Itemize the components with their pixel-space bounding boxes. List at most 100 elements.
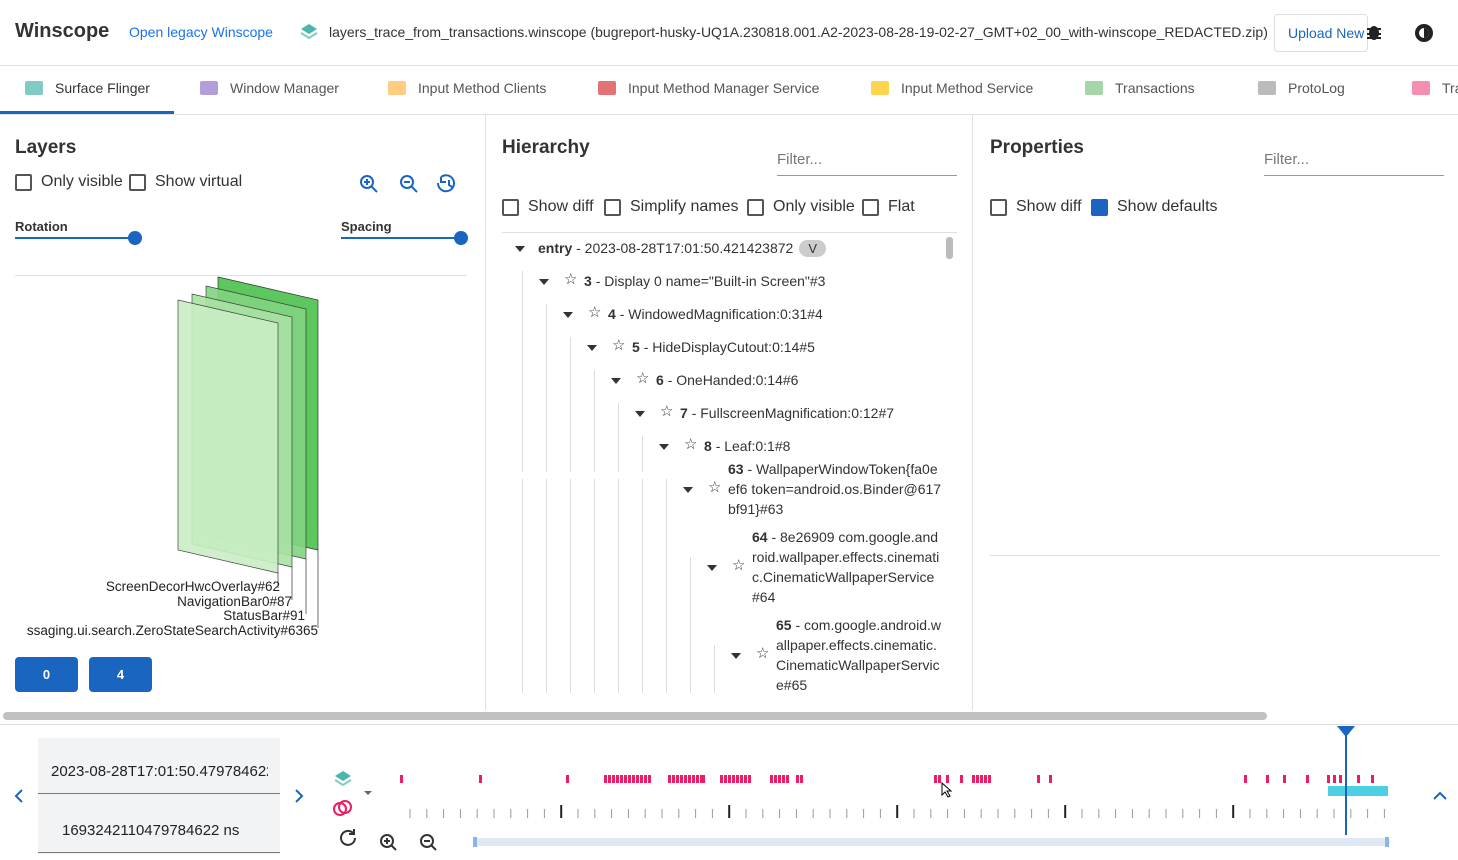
star-icon[interactable]: ☆ [708, 479, 722, 496]
star-icon[interactable]: ☆ [588, 304, 602, 321]
entry-mark [616, 775, 619, 783]
node-label: - WallpaperWindowToken{fa0eef6 token=and… [728, 461, 942, 517]
tab-icon [388, 81, 406, 95]
checkbox[interactable]: Only visible [747, 198, 855, 216]
checkbox-label: Flat [888, 198, 915, 215]
tab[interactable]: Transactions [1085, 80, 1195, 96]
tree-guide [666, 479, 667, 559]
entry-mark [934, 775, 937, 783]
checkbox[interactable]: Show diff [502, 198, 594, 216]
zoom-controls[interactable] [358, 173, 462, 195]
slider-track[interactable] [15, 237, 135, 239]
checkbox[interactable]: Show diff [990, 198, 1082, 216]
trace-icon[interactable] [335, 771, 351, 781]
tree-guide [618, 403, 619, 439]
tree-guide [522, 645, 523, 693]
layer-labels: ScreenDecorHwcOverlay#62 NavigationBar0#… [0, 579, 318, 638]
entry-mark [1371, 775, 1374, 783]
tab[interactable]: ProtoLog [1258, 80, 1345, 96]
star-icon[interactable]: ☆ [564, 271, 578, 288]
slider-track[interactable] [341, 237, 461, 239]
tab[interactable]: Input Method Clients [388, 80, 546, 96]
slider-handle[interactable] [1385, 837, 1389, 847]
slider-knob[interactable] [454, 231, 468, 245]
nav-arrows[interactable] [14, 789, 1447, 803]
layer-label: ssaging.ui.search.ZeroStateSearchActivit… [26, 622, 318, 638]
layer-label: NavigationBar0#87 [177, 593, 292, 609]
display-button[interactable]: 4 [89, 657, 152, 692]
dropdown-arrow[interactable] [364, 791, 372, 795]
divider [0, 724, 1458, 725]
scrollbar-thumb[interactable] [946, 237, 953, 259]
tree-node: 3 - Display 0 name="Built-in Screen"#3 [584, 271, 825, 291]
tab[interactable]: Surface Flinger [25, 80, 150, 96]
checkbox[interactable]: Show defaults [1091, 198, 1218, 216]
entry-mark [676, 775, 679, 783]
star-icon[interactable]: ☆ [684, 436, 698, 453]
tab[interactable]: Window Manager [200, 80, 339, 96]
tree-guide [522, 271, 523, 307]
transactions-icon[interactable] [333, 800, 352, 816]
entry-mark [938, 775, 941, 783]
expand-arrow[interactable] [587, 345, 597, 351]
ns-input[interactable]: 1693242110479784622 ns [62, 822, 240, 839]
slider-knob[interactable] [128, 231, 142, 245]
theme-icon[interactable] [1413, 22, 1435, 44]
entry-mark [724, 775, 727, 783]
entry-mark [696, 775, 699, 783]
tab-label: ProtoLog [1288, 80, 1345, 96]
filter-input[interactable]: Filter... [1264, 151, 1310, 168]
filter-input[interactable]: Filter... [777, 151, 823, 168]
tree-node: 63 - WallpaperWindowToken{fa0eef6 token=… [728, 459, 942, 519]
entry-mark [732, 775, 735, 783]
expand-arrow[interactable] [683, 487, 693, 493]
entry-mark [1306, 775, 1309, 783]
tab[interactable]: Tra [1412, 80, 1458, 96]
active-tab-indicator [0, 111, 174, 114]
expand-arrow[interactable] [563, 312, 573, 318]
expand-arrow[interactable] [515, 246, 525, 252]
timestamp-input[interactable]: 2023-08-28T17:01:50.479784622 [51, 763, 268, 780]
slider-bar[interactable] [473, 838, 1390, 846]
slider-label: Spacing [341, 219, 392, 234]
checkbox[interactable]: Only visible [15, 173, 123, 191]
expand-arrow[interactable] [635, 411, 645, 417]
display-button[interactable]: 0 [15, 657, 78, 692]
tree-guide [570, 645, 571, 693]
star-icon[interactable]: ☆ [612, 337, 626, 354]
checkbox[interactable]: Simplify names [604, 198, 738, 216]
tree-node: 4 - WindowedMagnification:0:31#4 [608, 304, 823, 324]
expand-arrow[interactable] [659, 444, 669, 450]
checkbox[interactable]: Flat [862, 198, 915, 216]
upload-button[interactable]: Upload New [1274, 14, 1368, 52]
legacy-link[interactable]: Open legacy Winscope [129, 24, 273, 40]
node-id: 7 [680, 405, 688, 421]
entry-mark [744, 775, 747, 783]
checkbox[interactable]: Show virtual [129, 173, 242, 191]
scrollbar-thumb[interactable] [3, 712, 1267, 720]
expand-arrow[interactable] [611, 378, 621, 384]
tree-guide [666, 557, 667, 659]
tree-guide [522, 557, 523, 659]
cursor-handle[interactable] [1337, 726, 1355, 737]
node-label: - Display 0 name="Built-in Screen"#3 [595, 273, 826, 289]
tab[interactable]: Input Method Service [871, 80, 1033, 96]
expand-arrow[interactable] [539, 279, 549, 285]
node-label: - 2023-08-28T17:01:50.421423872 [576, 240, 794, 256]
bug-icon[interactable] [1364, 22, 1384, 42]
entry-mark [608, 775, 611, 783]
star-icon[interactable]: ☆ [660, 403, 674, 420]
tree-guide [522, 370, 523, 406]
timeline-controls[interactable] [340, 829, 437, 851]
expand-arrow[interactable] [707, 565, 717, 571]
tree-guide [642, 557, 643, 659]
slider-handle[interactable] [473, 837, 477, 847]
expand-arrow[interactable] [731, 653, 741, 659]
star-icon[interactable]: ☆ [636, 370, 650, 387]
tab[interactable]: Input Method Manager Service [598, 80, 819, 96]
tree-guide [642, 436, 643, 472]
star-icon[interactable]: ☆ [756, 645, 770, 662]
entry-mark [736, 775, 739, 783]
star-icon[interactable]: ☆ [732, 557, 746, 574]
tree-guide [522, 479, 523, 559]
